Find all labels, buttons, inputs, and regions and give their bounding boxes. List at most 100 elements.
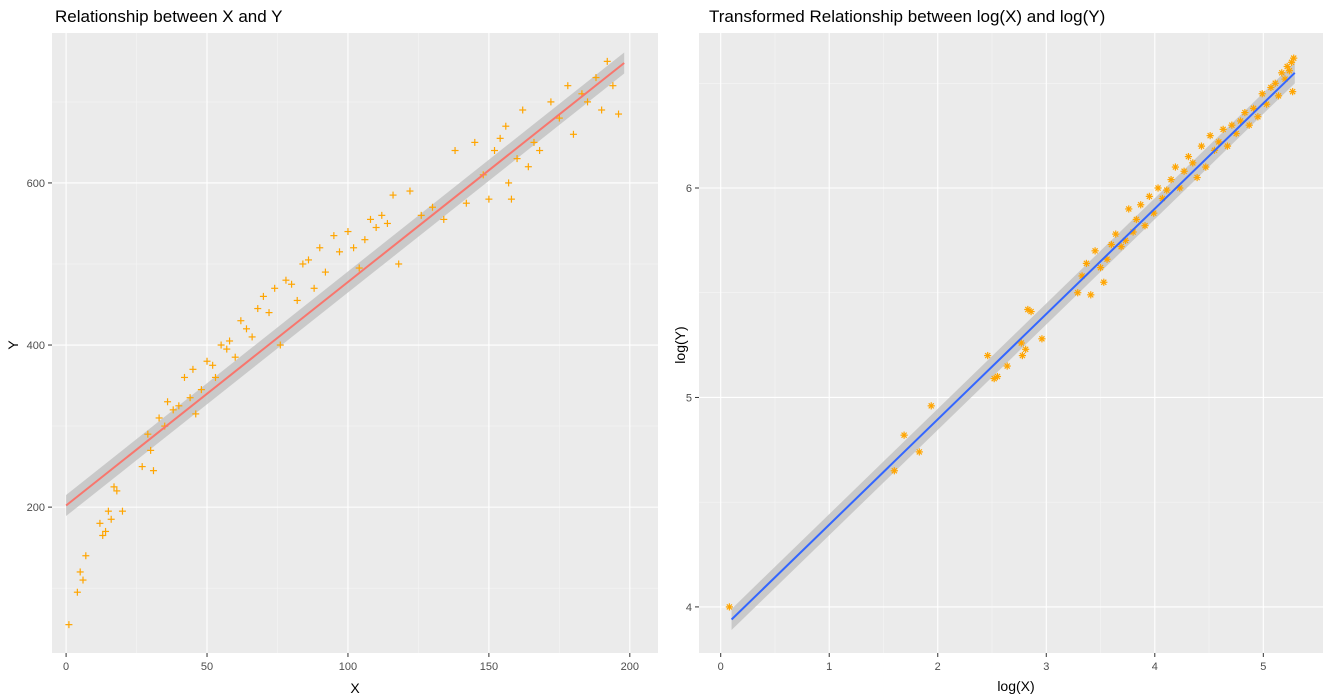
- left-chart-point: [271, 284, 279, 292]
- left-chart-point: [223, 345, 231, 353]
- left-chart-y-axis-title: Y: [5, 340, 21, 350]
- right-chart-point: [1267, 83, 1275, 92]
- left-chart-point: [203, 357, 211, 365]
- left-chart-point: [209, 361, 217, 369]
- left-chart-point: [118, 507, 126, 515]
- right-chart-point: [1082, 259, 1091, 268]
- right-chart-y-tick-label: 6: [686, 183, 692, 195]
- left-chart-point: [104, 507, 112, 515]
- left-chart-point: [110, 483, 118, 491]
- left-chart-point: [310, 284, 318, 292]
- left-chart-point: [491, 147, 499, 155]
- right-chart-point: [1223, 142, 1232, 150]
- left-chart-point: [378, 211, 386, 219]
- left-chart-point: [485, 195, 493, 203]
- right-chart-y-tick-label: 5: [686, 392, 692, 404]
- left-chart-point: [496, 134, 504, 142]
- left-chart-point: [615, 110, 623, 118]
- left-chart-point: [609, 82, 617, 90]
- right-chart-point: [1274, 92, 1283, 100]
- left-chart-title: Relationship between X and Y: [55, 7, 282, 26]
- left-chart-point: [226, 337, 234, 345]
- left-chart-point: [73, 588, 81, 596]
- left-chart-point: [138, 463, 146, 471]
- right-chart-point: [1125, 205, 1133, 213]
- right-chart-point: [1228, 121, 1236, 129]
- left-chart: Relationship between X and Y 0 50 100 150 20…: [5, 7, 658, 696]
- right-chart-point: [1184, 152, 1193, 161]
- left-chart-point: [186, 394, 194, 402]
- right-chart-gridlines: [699, 33, 1323, 653]
- left-chart-point: [265, 309, 273, 317]
- right-chart-point: [890, 467, 898, 475]
- right-chart-point: [1193, 173, 1201, 182]
- left-chart-point: [293, 296, 301, 304]
- right-chart-point: [1154, 184, 1162, 192]
- right-chart-point: [1074, 289, 1082, 297]
- left-chart-point: [367, 215, 375, 223]
- right-chart-point: [1018, 351, 1026, 360]
- right-chart-point: [1003, 362, 1011, 370]
- right-chart-point: [1290, 54, 1298, 62]
- left-chart-point: [288, 280, 296, 288]
- left-chart-y-ticks: 200 400 600: [27, 178, 52, 514]
- left-chart-point: [524, 163, 532, 171]
- right-chart-point: [1145, 192, 1153, 200]
- left-chart-point: [330, 232, 338, 240]
- left-chart-point: [451, 147, 459, 155]
- right-chart-point: [1038, 335, 1046, 343]
- left-chart-point: [355, 264, 363, 272]
- right-chart-y-axis-title: log(Y): [672, 326, 688, 363]
- right-chart-point: [915, 448, 923, 456]
- right-chart-point: [1285, 67, 1293, 75]
- right-chart-point: [1245, 121, 1253, 129]
- right-chart-y-tick-label: 4: [686, 602, 692, 614]
- left-chart-point: [406, 187, 414, 195]
- right-chart-point: [927, 402, 935, 410]
- right-chart-x-ticks: 0 1 2 3 4 5: [718, 653, 1266, 673]
- left-chart-point: [102, 527, 110, 535]
- right-chart-point: [1258, 90, 1266, 98]
- right-chart-point: [1219, 125, 1227, 133]
- right-chart-point: [1087, 291, 1095, 299]
- left-chart-point: [513, 155, 521, 163]
- left-chart-y-tick-label: 400: [27, 340, 45, 352]
- left-chart-x-tick-label: 150: [480, 661, 498, 673]
- left-chart-point: [372, 224, 380, 232]
- right-chart-point: [1096, 263, 1105, 272]
- left-chart-y-tick-label: 200: [27, 502, 45, 514]
- right-chart-point: [1022, 345, 1030, 353]
- right-chart-point: [1017, 339, 1025, 347]
- right-chart-title: Transformed Relationship between log(X) …: [709, 7, 1105, 26]
- right-chart-point: [1202, 163, 1210, 171]
- left-chart-point: [555, 114, 563, 122]
- left-chart-point: [316, 244, 324, 252]
- left-chart-point: [569, 130, 577, 138]
- left-chart-point: [502, 122, 510, 130]
- right-chart-point: [1112, 230, 1120, 238]
- left-chart-point: [299, 260, 307, 268]
- right-chart-point: [1180, 167, 1188, 175]
- left-chart-point: [82, 552, 90, 560]
- right-chart-point: [1254, 113, 1262, 121]
- right-chart-point: [725, 603, 733, 611]
- left-chart-fit-line: [65, 62, 625, 507]
- left-chart-point: [164, 398, 172, 406]
- left-chart-x-tick-label: 50: [201, 661, 213, 673]
- left-chart-point: [99, 531, 107, 539]
- right-chart-point: [1027, 307, 1035, 316]
- left-chart-point: [248, 333, 256, 341]
- right-chart-point: [1117, 243, 1125, 251]
- left-chart-point: [598, 106, 606, 114]
- right-chart-point: [1100, 278, 1108, 286]
- left-chart-point: [144, 430, 152, 438]
- right-chart-point: [1171, 163, 1180, 171]
- left-chart-point: [584, 98, 592, 106]
- left-chart-point: [79, 576, 87, 584]
- left-chart-point: [395, 260, 403, 268]
- left-chart-point: [344, 228, 352, 236]
- left-chart-point: [197, 386, 205, 394]
- right-chart-point: [1163, 186, 1171, 194]
- right-chart-point: [1289, 88, 1297, 96]
